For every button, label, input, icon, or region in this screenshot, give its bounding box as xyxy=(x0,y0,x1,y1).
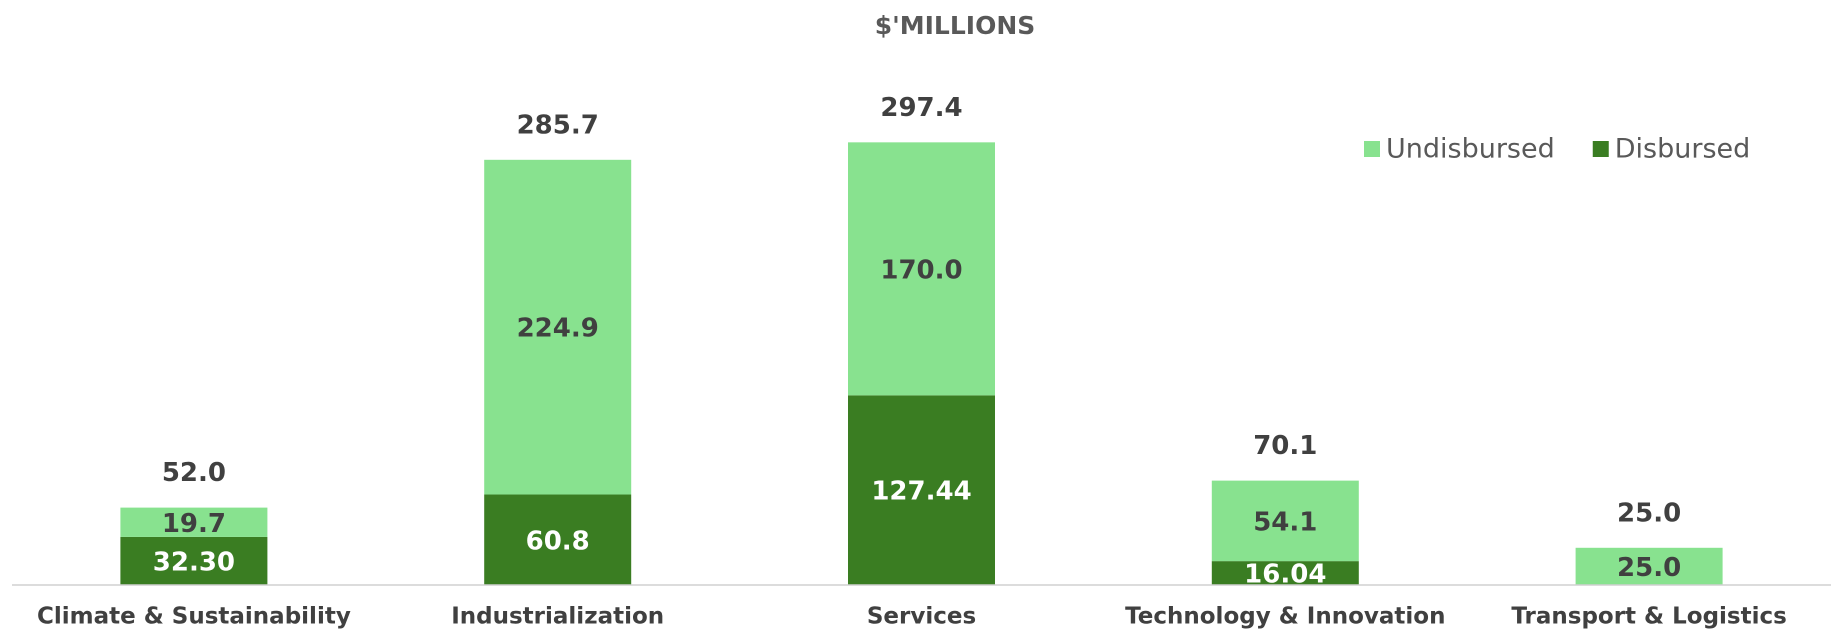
data-label: 54.1 xyxy=(1253,507,1317,537)
data-label: 60.8 xyxy=(526,526,590,556)
data-label: 19.7 xyxy=(162,509,226,539)
x-tick-label: Services xyxy=(867,604,976,630)
bar-segment xyxy=(848,142,995,396)
legend-swatch xyxy=(1592,141,1609,157)
total-label: 70.1 xyxy=(1253,431,1317,461)
legend-swatch xyxy=(1364,141,1380,157)
data-label: 224.9 xyxy=(517,314,599,344)
bar-segment xyxy=(1211,561,1359,585)
x-tick-label: Climate & Sustainability xyxy=(37,604,351,630)
legend-label: Disbursed xyxy=(1615,134,1751,165)
bar-segment xyxy=(120,536,268,585)
x-tick-label: Technology & Innovation xyxy=(1125,604,1445,630)
x-tick-label: Transport & Logistics xyxy=(1511,604,1786,630)
total-label: 52.0 xyxy=(162,458,226,488)
data-label: 32.30 xyxy=(153,547,235,577)
data-label: 127.44 xyxy=(871,477,971,507)
bar-segment xyxy=(120,507,268,537)
data-label: 25.0 xyxy=(1617,553,1681,583)
data-label: 170.0 xyxy=(880,255,962,285)
bar-segment xyxy=(1575,547,1723,585)
bar-segment xyxy=(848,395,995,585)
x-tick-label: Industrialization xyxy=(451,604,664,630)
total-label: 285.7 xyxy=(517,110,599,140)
bar-segment xyxy=(484,159,632,495)
chart-title: $'MILLIONS xyxy=(875,11,1036,40)
bar-segment xyxy=(484,494,632,585)
bar-segment xyxy=(1211,480,1359,562)
total-label: 297.4 xyxy=(880,93,962,123)
total-label: 25.0 xyxy=(1617,498,1681,528)
legend-label: Undisbursed xyxy=(1386,134,1555,165)
